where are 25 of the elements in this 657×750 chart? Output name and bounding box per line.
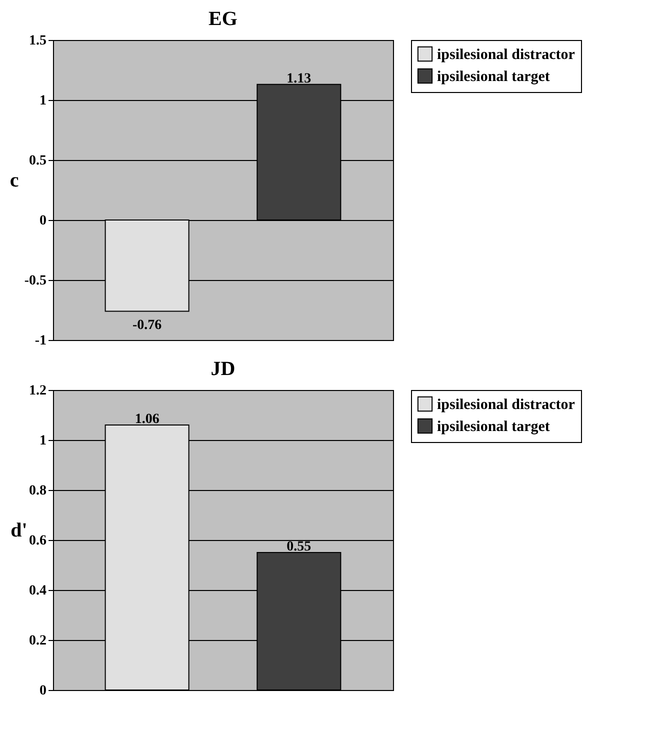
legend-label: ipsilesional distractor (437, 397, 576, 413)
y-tick-label: 1.2 (29, 384, 46, 398)
legend-label: ipsilesional distractor (437, 47, 576, 63)
y-axis-title: c (10, 170, 19, 192)
data-label: -0.76 (132, 318, 162, 334)
y-tick-label: -0.5 (24, 274, 46, 288)
chart-title: JD (210, 358, 236, 380)
y-tick-label: 0.2 (29, 634, 46, 648)
y-tick-label: 0.4 (29, 584, 46, 598)
y-tick-label: 1 (40, 94, 46, 108)
y-tick-label: 0.5 (29, 154, 46, 168)
data-label: 1.13 (286, 71, 312, 86)
y-tick-label: 1 (40, 434, 46, 448)
data-label: 1.06 (134, 412, 160, 427)
y-tick-label: 0.8 (29, 484, 46, 498)
y-tick-label: -1 (34, 334, 46, 348)
chart-title: EG (208, 8, 238, 30)
y-tick-label: 1.5 (29, 34, 46, 48)
data-label: 0.55 (286, 540, 312, 554)
y-tick-label: 0 (40, 684, 46, 698)
legend-label: ipsilesional target (437, 69, 550, 85)
y-axis-title: d' (10, 520, 28, 542)
y-tick-label: 0.6 (29, 534, 46, 548)
legend-label: ipsilesional target (437, 419, 550, 435)
y-tick-label: 0 (40, 214, 46, 228)
